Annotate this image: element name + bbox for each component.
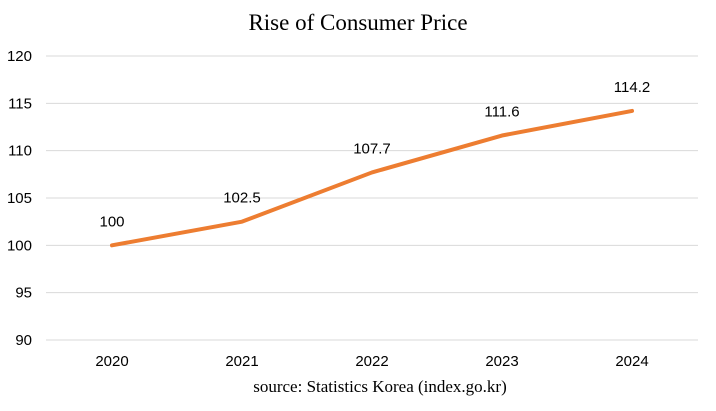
x-tick-label-2023: 2023 xyxy=(485,353,518,370)
x-tick-label-2021: 2021 xyxy=(225,353,258,370)
data-label-2021: 102.5 xyxy=(223,190,261,207)
y-tick-label-120: 120 xyxy=(7,48,32,65)
x-tick-label-2020: 2020 xyxy=(95,353,128,370)
data-label-2023: 111.6 xyxy=(484,104,519,121)
y-tick-label-90: 90 xyxy=(15,332,32,349)
y-tick-label-100: 100 xyxy=(7,237,32,254)
x-tick-label-2024: 2024 xyxy=(615,353,648,370)
data-label-2020: 100 xyxy=(99,213,124,230)
source-note: source: Statistics Korea (index.go.kr) xyxy=(253,377,507,396)
y-tick-label-95: 95 xyxy=(15,285,32,302)
y-tick-label-105: 105 xyxy=(7,190,32,207)
y-tick-label-110: 110 xyxy=(8,143,32,160)
series-layer xyxy=(110,108,634,248)
chart-title: Rise of Consumer Price xyxy=(248,10,467,35)
gridlines xyxy=(46,55,698,341)
series-line-0 xyxy=(110,108,634,248)
y-tick-label-115: 115 xyxy=(8,95,32,112)
x-axis-ticks: 2020 2021 2022 2023 2024 xyxy=(95,353,648,370)
data-labels: 100 102.5 107.7 111.6 114.2 xyxy=(99,79,650,230)
y-axis-ticks: 90 95 100 105 110 115 120 xyxy=(7,48,32,349)
data-label-2024: 114.2 xyxy=(614,79,650,96)
data-label-2022: 107.7 xyxy=(353,140,391,157)
x-tick-label-2022: 2022 xyxy=(355,353,388,370)
